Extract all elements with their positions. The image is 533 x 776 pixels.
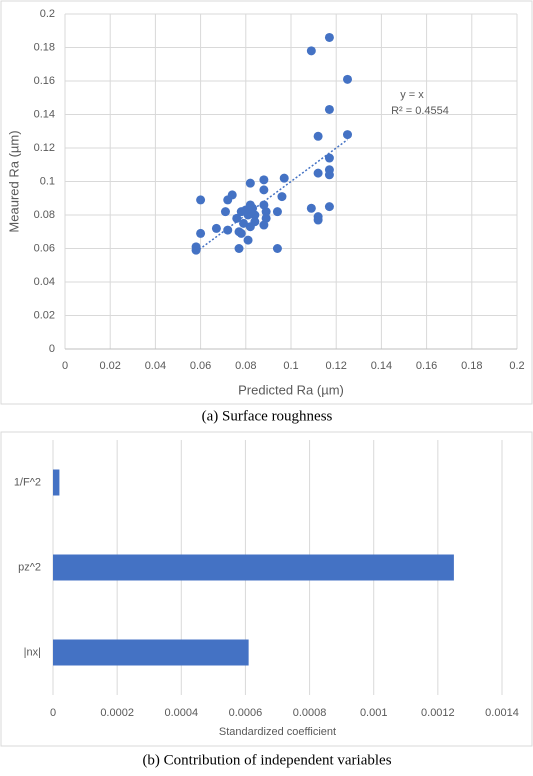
point <box>279 173 289 183</box>
point <box>211 223 221 233</box>
point <box>259 175 269 185</box>
x-tick-label: 0.2 <box>509 360 524 372</box>
point <box>306 46 316 56</box>
x-tick-label: 0 <box>62 360 68 372</box>
annotation: y = x <box>400 89 424 101</box>
point <box>272 244 282 253</box>
trendline <box>195 139 348 253</box>
point <box>196 228 206 238</box>
point <box>324 32 334 42</box>
point <box>313 131 323 141</box>
chart-frame <box>0 431 533 747</box>
point <box>236 207 246 217</box>
x-tick-label: 0.14 <box>371 360 392 372</box>
point <box>313 215 323 225</box>
y-tick-label: 0.16 <box>34 75 55 87</box>
x-axis-title: Standardized coefficient <box>219 726 336 738</box>
point <box>324 153 334 163</box>
point <box>245 222 255 232</box>
y-tick-label: 0.08 <box>34 209 55 221</box>
x-tick-label: 0.06 <box>190 360 211 372</box>
point <box>239 218 249 228</box>
y-tick-label: 0.2 <box>40 8 55 20</box>
bar <box>53 554 454 581</box>
x-axis-title: Predicted Ra (µm) <box>238 382 344 397</box>
y-axis-title: Meaured Ra (µm) <box>6 130 21 232</box>
x-tick-label: 0.02 <box>99 360 120 372</box>
point <box>243 210 253 220</box>
y-tick-label: 0 <box>49 343 55 355</box>
point <box>234 227 244 237</box>
point <box>196 195 206 205</box>
point <box>234 244 244 253</box>
y-tick-label: 0.12 <box>34 142 55 154</box>
y-tick-label: 0.04 <box>34 276 55 288</box>
point <box>232 213 242 223</box>
chart-frame <box>0 0 533 405</box>
point <box>324 202 334 212</box>
y-tick-label: 0.06 <box>34 242 55 254</box>
point <box>324 170 334 180</box>
x-tick-label: 0 <box>50 707 56 719</box>
x-tick-label: 0.12 <box>325 360 346 372</box>
x-tick-label: 0.08 <box>235 360 256 372</box>
x-tick-label: 0.16 <box>416 360 437 372</box>
point <box>343 74 352 84</box>
point <box>306 203 316 213</box>
bar <box>53 469 60 496</box>
point <box>243 235 253 245</box>
point <box>245 178 255 188</box>
x-tick-label: 0.0012 <box>421 707 455 719</box>
caption: (a) Surface roughness <box>202 408 333 424</box>
y-tick-label: 0.1 <box>40 175 55 187</box>
y-tick-label: 0.18 <box>34 41 55 53</box>
point <box>259 220 269 230</box>
x-tick-label: 0.1 <box>283 360 298 372</box>
x-tick-label: 0.18 <box>461 360 482 372</box>
point <box>343 130 352 140</box>
x-tick-label: 0.001 <box>360 707 388 719</box>
x-tick-label: 0.0014 <box>485 707 519 719</box>
point <box>191 245 201 255</box>
point <box>223 225 233 235</box>
annotation: R² = 0.4554 <box>391 105 449 117</box>
y-tick-label: |nx| <box>24 646 41 658</box>
point <box>220 207 230 217</box>
x-tick-label: 0.0008 <box>293 707 327 719</box>
y-tick-label: pz^2 <box>18 561 41 573</box>
x-tick-label: 0.0002 <box>100 707 134 719</box>
point <box>259 185 269 195</box>
y-tick-label: 0.14 <box>34 108 55 120</box>
caption: (b) Contribution of independent variable… <box>142 752 391 768</box>
x-tick-label: 0.0006 <box>229 707 263 719</box>
point <box>223 195 233 205</box>
y-tick-label: 0.02 <box>34 309 55 321</box>
point <box>261 207 271 217</box>
point <box>277 192 287 202</box>
point <box>248 203 258 213</box>
point <box>324 104 334 114</box>
point <box>272 207 282 217</box>
bar <box>53 639 249 666</box>
y-tick-label: 1/F^2 <box>14 476 41 488</box>
x-tick-label: 0.04 <box>145 360 166 372</box>
point <box>313 168 323 178</box>
x-tick-label: 0.0004 <box>164 707 198 719</box>
